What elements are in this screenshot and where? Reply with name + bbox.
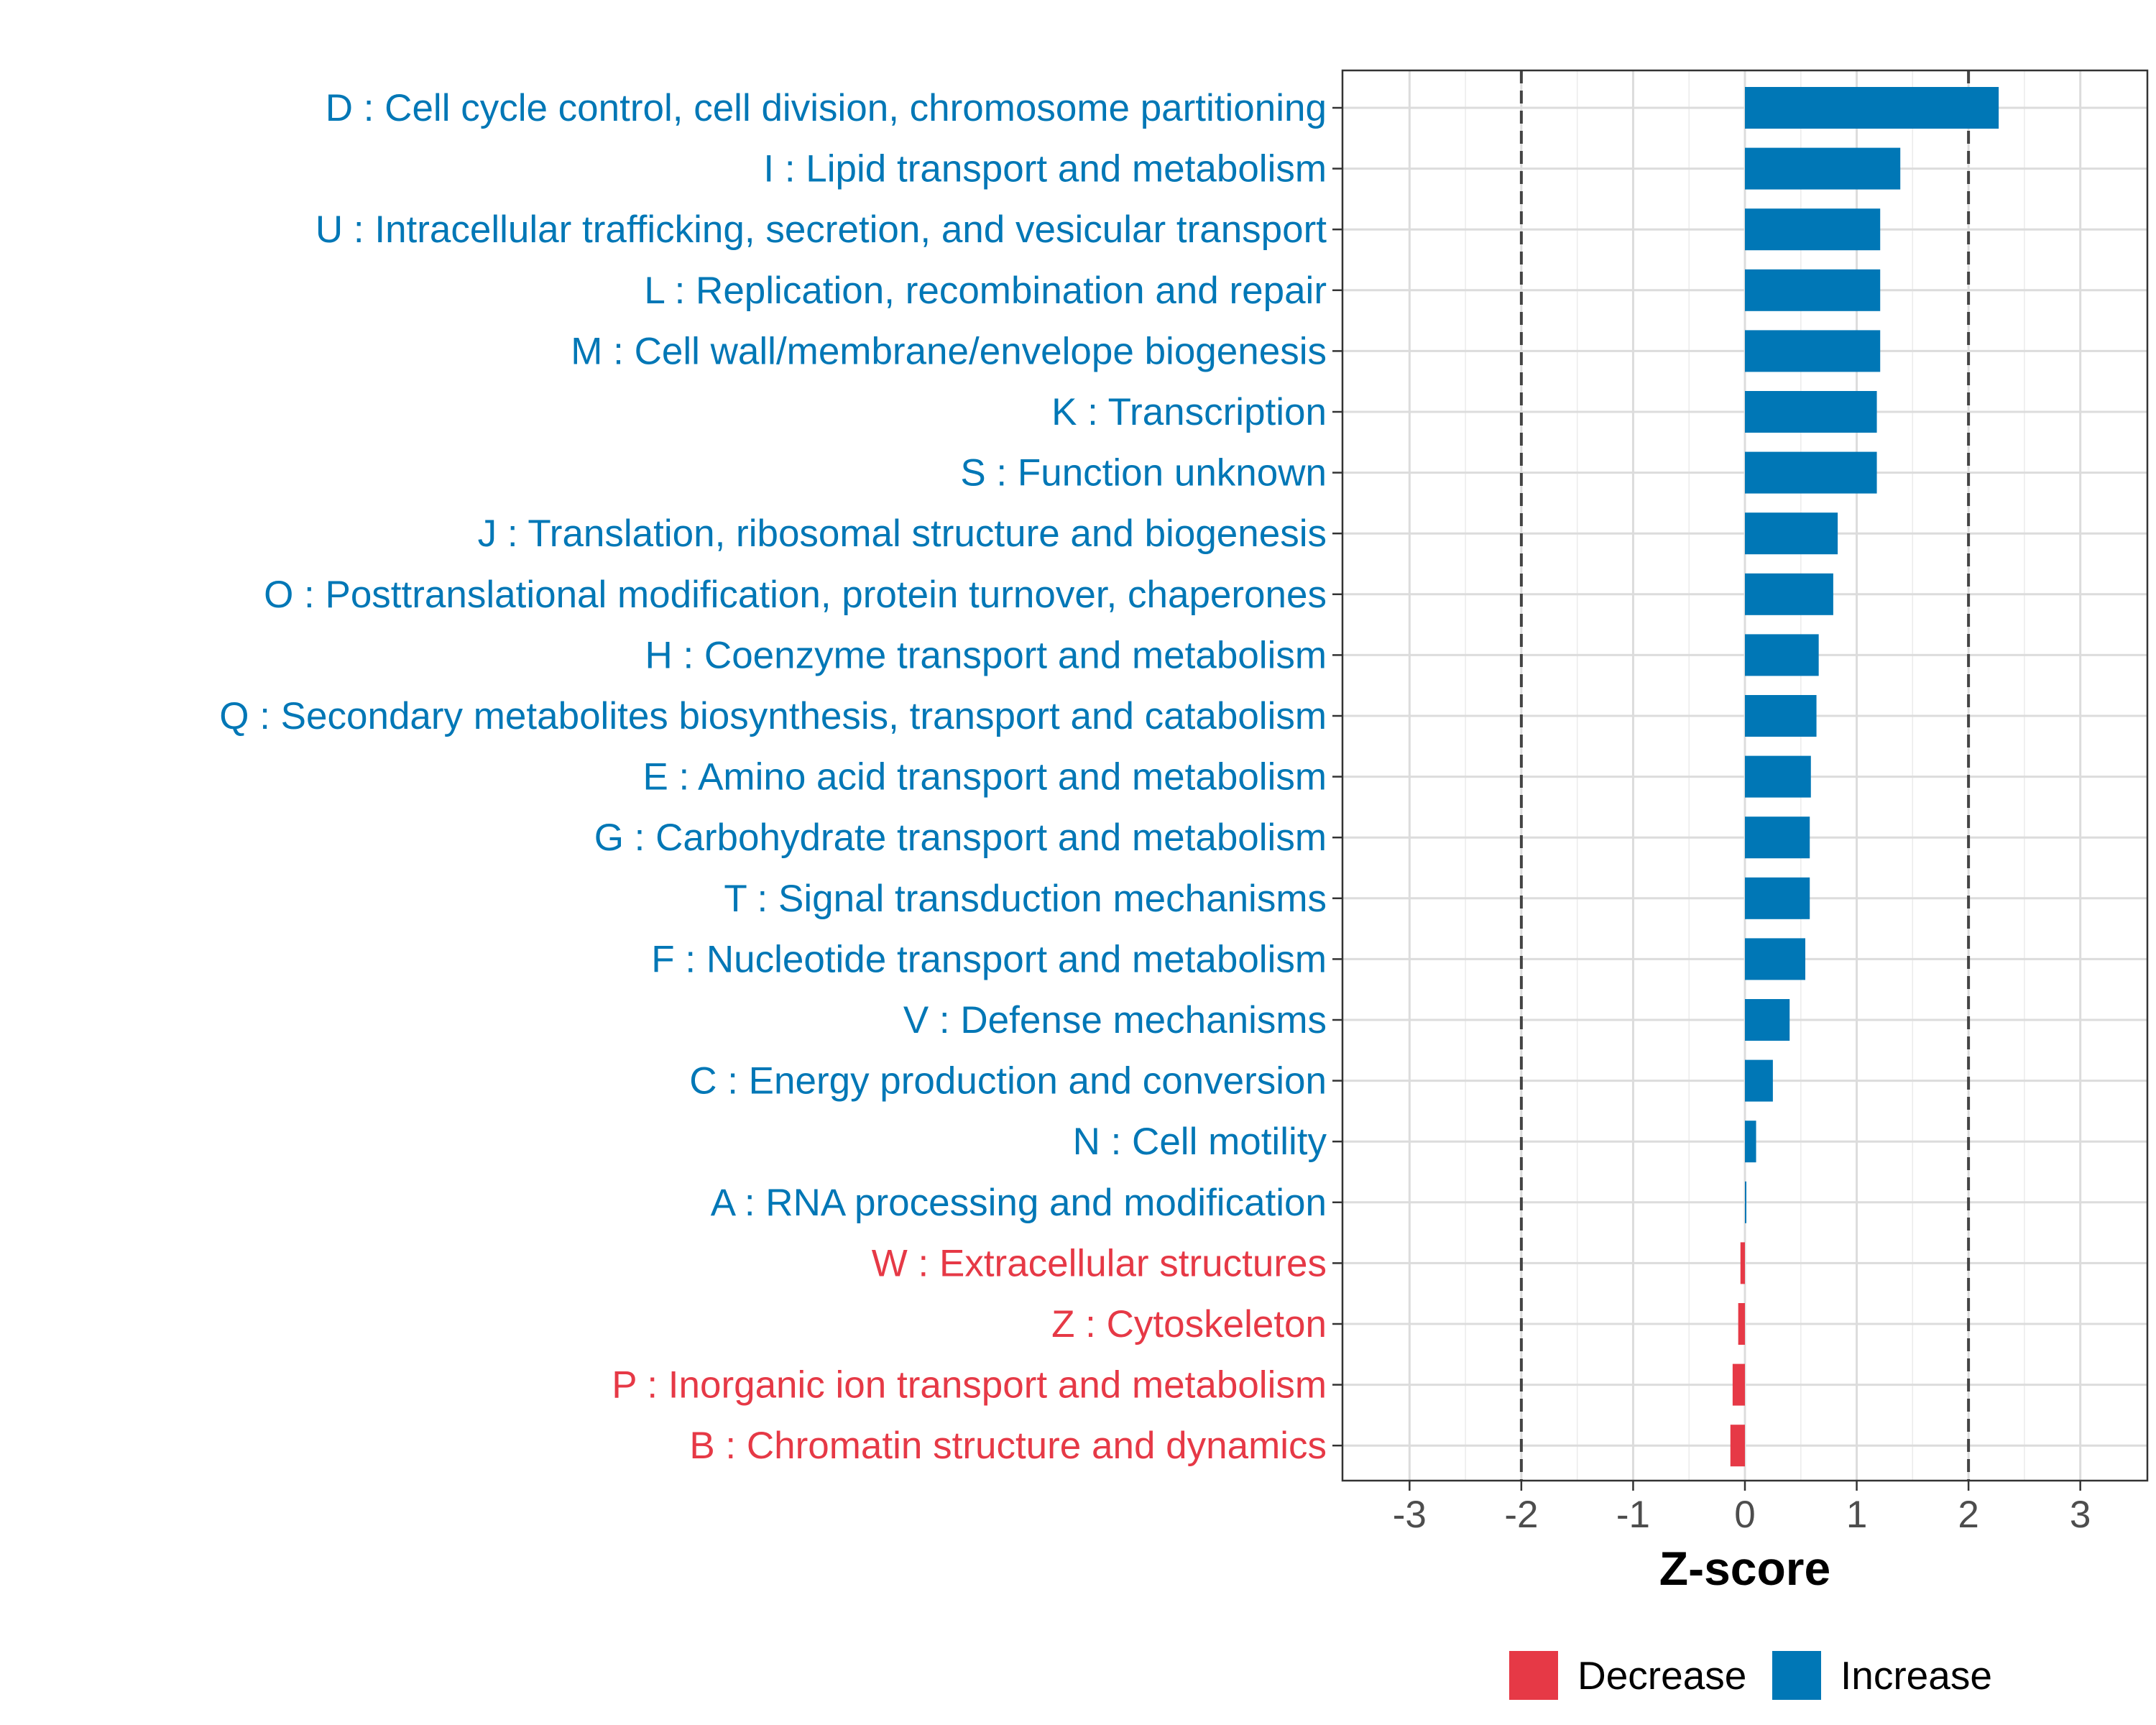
bar — [1745, 755, 1811, 798]
bar — [1745, 391, 1877, 433]
legend: Decrease Increase — [1509, 1651, 1992, 1700]
x-tick-label: -3 — [1393, 1494, 1427, 1536]
y-axis-category-labels: D : Cell cycle control, cell division, c… — [219, 87, 1327, 1467]
threshold-lines — [1519, 70, 1971, 1481]
bar — [1745, 695, 1817, 737]
x-axis-ticks — [1409, 1481, 2081, 1491]
bars — [1730, 87, 1999, 1467]
bar — [1745, 634, 1819, 676]
x-tick-label: 3 — [2070, 1494, 2091, 1536]
category-label: E : Amino acid transport and metabolism — [642, 756, 1327, 799]
bar — [1745, 573, 1833, 615]
category-label: H : Coenzyme transport and metabolism — [645, 634, 1327, 676]
category-label: W : Extracellular structures — [872, 1242, 1327, 1284]
bar — [1745, 269, 1881, 311]
category-label: P : Inorganic ion transport and metaboli… — [612, 1364, 1327, 1407]
bar — [1745, 1121, 1756, 1163]
bar — [1745, 816, 1810, 859]
category-label: F : Nucleotide transport and metabolism — [651, 938, 1327, 980]
legend-label-increase: Increase — [1841, 1653, 1992, 1698]
category-label: S : Function unknown — [960, 452, 1327, 494]
category-label: Q : Secondary metabolites biosynthesis, … — [219, 695, 1327, 737]
category-label: N : Cell motility — [1073, 1121, 1327, 1163]
bar — [1730, 1425, 1745, 1467]
bar — [1745, 330, 1881, 372]
x-tick-label: 0 — [1734, 1494, 1755, 1536]
bar — [1745, 87, 1999, 129]
bar — [1745, 451, 1877, 494]
category-label: G : Carbohydrate transport and metabolis… — [594, 816, 1327, 859]
bar — [1745, 208, 1881, 251]
bar — [1732, 1363, 1745, 1406]
bar — [1740, 1242, 1745, 1284]
category-label: T : Signal transduction mechanisms — [724, 878, 1327, 920]
bar — [1745, 1059, 1773, 1102]
x-tick-label: -2 — [1504, 1494, 1538, 1536]
category-label: Z : Cytoskeleton — [1051, 1303, 1327, 1346]
category-label: O : Posttranslational modification, prot… — [264, 574, 1327, 616]
category-label: L : Replication, recombination and repai… — [644, 270, 1327, 312]
category-label: D : Cell cycle control, cell division, c… — [326, 87, 1327, 129]
category-label: C : Energy production and conversion — [689, 1060, 1327, 1103]
bar — [1745, 1181, 1746, 1223]
bar — [1745, 147, 1901, 190]
category-label: U : Intracellular trafficking, secretion… — [315, 208, 1327, 251]
bar — [1745, 512, 1838, 555]
category-label: J : Translation, ribosomal structure and… — [478, 512, 1327, 555]
bar — [1745, 999, 1790, 1041]
bar — [1738, 1303, 1745, 1345]
legend-label-decrease: Decrease — [1577, 1653, 1746, 1698]
x-axis-title: Z-score — [1659, 1542, 1830, 1595]
y-axis-ticks — [1332, 106, 1342, 1447]
category-label: A : RNA processing and modification — [711, 1182, 1327, 1224]
x-tick-label: 1 — [1846, 1494, 1867, 1536]
legend-key-increase — [1772, 1651, 1821, 1700]
x-axis-tick-labels: -3 -2 -1 0 1 2 3 — [1393, 1494, 2091, 1536]
legend-key-decrease — [1509, 1651, 1558, 1700]
category-label: M : Cell wall/membrane/envelope biogenes… — [571, 330, 1327, 372]
category-label: V : Defense mechanisms — [903, 999, 1327, 1041]
bar — [1745, 877, 1810, 919]
bar — [1745, 938, 1805, 980]
category-label: K : Transcription — [1051, 391, 1327, 433]
x-tick-label: 2 — [1958, 1494, 1978, 1536]
x-tick-label: -1 — [1616, 1494, 1650, 1536]
category-label: I : Lipid transport and metabolism — [763, 148, 1327, 190]
category-label: B : Chromatin structure and dynamics — [689, 1425, 1327, 1467]
